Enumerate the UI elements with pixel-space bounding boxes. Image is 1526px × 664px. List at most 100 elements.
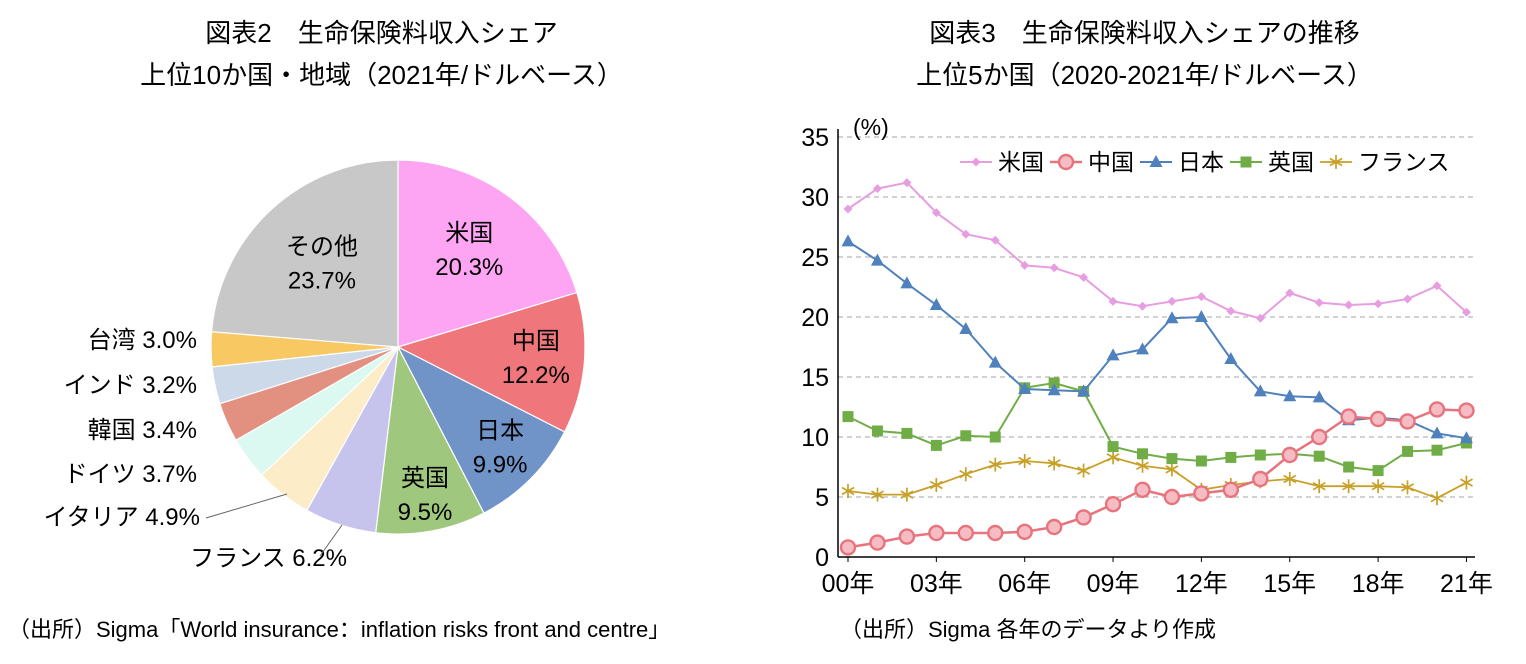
pie-title-line2: 上位10か国・地域（2021年/ドルベース）	[140, 60, 623, 90]
marker-square	[1048, 377, 1060, 389]
marker-asterisk	[900, 487, 914, 502]
marker-square	[960, 430, 972, 442]
line-chart: 0 5 10 15 20 25 30 35 (%) 00年 03年 06年 09年 12年 15年 18年 21…	[801, 114, 1493, 598]
marker-triangle	[1149, 155, 1163, 167]
marker-asterisk	[1371, 479, 1385, 494]
marker-circle	[898, 528, 916, 545]
marker-diamond	[961, 229, 971, 239]
marker-circle	[1340, 408, 1357, 425]
marker-asterisk	[959, 467, 973, 482]
pie-label-name: 日本	[476, 417, 524, 444]
pie-label-name: 英国	[401, 465, 449, 492]
x-tick-label: 09年	[1087, 570, 1140, 598]
marker-diamond	[1285, 288, 1295, 298]
pie-source-note: （出所）Sigma「World insurance：inflation risk…	[8, 617, 671, 642]
y-tick-label: 20	[801, 304, 829, 332]
pie-label-outside: ドイツ 3.7%	[64, 461, 197, 488]
pie-slice-2	[396, 345, 566, 514]
marker-circle	[1163, 488, 1181, 506]
series-line	[847, 456, 1467, 500]
x-tick-label: 00年	[822, 570, 875, 598]
marker-asterisk	[929, 477, 943, 493]
pie-panel: 図表2 生命保険料収入シェア 上位10か国・地域（2021年/ドルベース） 米国…	[8, 18, 671, 642]
marker-triangle	[1312, 390, 1326, 403]
line-panel: 図表3 生命保険料収入シェアの推移 上位5か国（2020-2021年/ドルベース…	[763, 0, 1526, 664]
legend-item-4: フランス	[1320, 149, 1450, 175]
marker-triangle	[1136, 342, 1149, 355]
y-axis-unit-label: (%)	[853, 114, 889, 140]
marker-asterisk	[1283, 471, 1297, 487]
marker-diamond	[1344, 300, 1354, 310]
marker-diamond	[1020, 260, 1030, 270]
marker-circle	[1045, 518, 1063, 536]
marker-circle	[839, 539, 857, 556]
line-source-note: （出所）Sigma 各年のデータより作成	[840, 617, 1217, 642]
marker-circle	[1193, 485, 1210, 502]
marker-diamond	[1167, 296, 1177, 306]
marker-triangle	[1224, 352, 1238, 364]
marker-circle	[1016, 523, 1033, 540]
series-line	[847, 408, 1467, 549]
marker-diamond	[1196, 292, 1206, 302]
marker-triangle	[1106, 348, 1120, 361]
marker-triangle	[959, 322, 973, 334]
legend-label: 米国	[998, 149, 1044, 175]
marker-asterisk	[1047, 456, 1061, 471]
marker-asterisk	[1329, 155, 1343, 169]
marker-square	[901, 427, 913, 439]
marker-circle	[1369, 410, 1387, 428]
x-tick-label: 21年	[1440, 570, 1493, 598]
marker-circle	[1399, 413, 1416, 430]
marker-triangle	[1018, 382, 1032, 394]
marker-square	[1137, 448, 1148, 460]
pie-title-line1: 図表2 生命保険料収入シェア	[205, 18, 558, 48]
marker-square	[1166, 453, 1178, 465]
pie-label-outside: フランス 6.2%	[190, 545, 347, 572]
marker-asterisk	[841, 484, 855, 498]
pie-label-outside: イタリア 4.9%	[44, 504, 200, 531]
pie-label-value: 20.3%	[435, 254, 503, 281]
x-tick-label: 15年	[1263, 570, 1316, 598]
marker-square	[1372, 465, 1384, 477]
marker-diamond	[971, 157, 981, 167]
marker-diamond	[1432, 281, 1442, 291]
marker-triangle	[988, 355, 1002, 368]
marker-square	[871, 425, 883, 437]
marker-diamond	[1226, 306, 1236, 316]
legend-label: 中国	[1088, 149, 1134, 175]
marker-triangle	[841, 234, 855, 247]
marker-diamond	[1255, 313, 1265, 323]
series-line	[847, 181, 1468, 320]
pie-label-name: 米国	[445, 220, 493, 247]
series-1	[839, 401, 1475, 556]
series-line	[847, 240, 1467, 440]
marker-diamond	[990, 235, 1000, 245]
marker-triangle	[1077, 384, 1091, 397]
marker-circle	[928, 524, 945, 542]
x-tick-label: 06年	[998, 570, 1051, 598]
pie-label-outside: 台湾 3.0%	[88, 327, 197, 354]
marker-diamond	[1373, 299, 1383, 309]
y-tick-label: 25	[801, 244, 829, 272]
marker-triangle	[1283, 389, 1297, 402]
marker-diamond	[1138, 301, 1147, 311]
marker-circle	[1222, 481, 1240, 498]
y-tick-label: 15	[801, 364, 829, 392]
pie-label-name: その他	[286, 233, 358, 260]
marker-circle	[1428, 401, 1446, 418]
legend-item-3: 英国	[1230, 149, 1314, 175]
series-line	[847, 381, 1467, 472]
marker-asterisk	[1106, 450, 1120, 465]
marker-circle	[1281, 446, 1298, 464]
y-tick-label: 0	[815, 544, 829, 572]
marker-triangle	[1253, 384, 1267, 397]
pie-chart: 米国 20.3% 中国 12.2% 日本 9.9% 英国 9.5% フランス 6.2% イタリア …	[44, 159, 586, 572]
legend-item-1: 中国	[1050, 149, 1134, 175]
marker-circle	[1134, 481, 1151, 498]
marker-diamond	[1108, 296, 1118, 306]
legend-item-2: 日本	[1140, 149, 1224, 175]
pie-label-value: 12.2%	[502, 362, 570, 389]
pie-label-outside: 韓国 3.4%	[88, 417, 197, 444]
marker-circle	[1104, 496, 1122, 513]
